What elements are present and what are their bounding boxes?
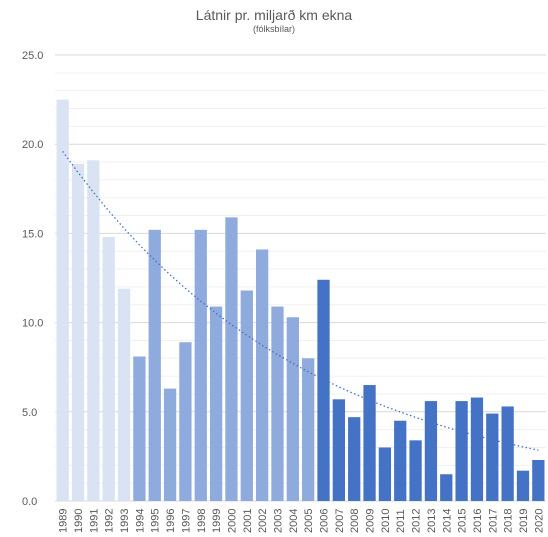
- bar-2006: [317, 279, 330, 501]
- bar-2004: [286, 317, 299, 501]
- bar-2018: [501, 406, 514, 501]
- x-tick-label: 2020: [533, 509, 545, 533]
- bar-1997: [179, 342, 192, 501]
- y-tick-label: 10.0: [22, 318, 43, 330]
- bar-2014: [440, 474, 453, 501]
- bar-1999: [209, 306, 223, 501]
- bar-2020: [532, 459, 545, 501]
- x-tick-label: 2010: [380, 509, 392, 533]
- x-tick-label: 2013: [426, 509, 438, 533]
- bar-2017: [486, 413, 499, 501]
- x-tick-label: 1996: [165, 509, 177, 533]
- bar-1996: [163, 388, 177, 501]
- x-tick-label: 2000: [226, 509, 238, 533]
- bar-2012: [409, 440, 422, 501]
- bar-1994: [133, 356, 146, 501]
- x-tick-label: 1993: [119, 509, 131, 533]
- x-tick-label: 2005: [303, 509, 315, 533]
- bar-2005: [302, 358, 315, 501]
- bar-1989: [56, 99, 69, 501]
- x-tick-label: 2006: [319, 509, 331, 533]
- bar-2008: [348, 417, 361, 501]
- x-tick-label: 1997: [180, 509, 192, 533]
- x-tick-label: 1999: [211, 509, 223, 533]
- x-tick-label: 2004: [288, 509, 300, 533]
- x-tick-label: 2017: [487, 509, 499, 533]
- x-tick-label: 2001: [242, 509, 254, 533]
- bar-2001: [240, 290, 253, 501]
- bar-2010: [378, 447, 392, 501]
- y-tick-label: 0.0: [22, 496, 37, 508]
- x-tick-label: 1992: [104, 509, 116, 533]
- chart-title: Látnir pr. miljarð km ekna: [195, 7, 353, 23]
- y-tick-label: 15.0: [22, 228, 43, 240]
- x-tick-label: 2009: [365, 509, 377, 533]
- y-tick-label: 20.0: [22, 139, 43, 151]
- trendline: [62, 150, 539, 451]
- bar-2009: [363, 385, 376, 501]
- x-tick-label: 1991: [88, 509, 100, 533]
- x-tick-label: 1994: [134, 509, 146, 533]
- trendline-path: [62, 150, 539, 451]
- x-tick-label: 2003: [272, 509, 284, 533]
- x-tick-label: 2002: [257, 509, 269, 533]
- bars: [56, 99, 545, 502]
- bar-2000: [225, 217, 238, 501]
- x-tick-label: 1998: [196, 509, 208, 533]
- bar-1993: [117, 288, 131, 501]
- y-axis: 0.0 5.0 10.0 15.0 20.0 25.0: [22, 50, 43, 508]
- bar-2015: [455, 401, 468, 501]
- x-tick-label: 2018: [503, 509, 515, 533]
- bar-1992: [102, 236, 115, 501]
- x-tick-label: 1995: [150, 509, 162, 533]
- chart-subtitle: (fólksbílar): [252, 24, 295, 34]
- x-tick-label: 2008: [349, 509, 361, 533]
- x-tick-label: 2007: [334, 509, 346, 533]
- bar-2007: [332, 399, 345, 501]
- x-tick-label: 2019: [518, 509, 530, 533]
- y-tick-label: 5.0: [22, 407, 37, 419]
- bar-2011: [394, 420, 407, 501]
- bar-1990: [71, 163, 85, 501]
- bar-2013: [424, 401, 438, 501]
- bar-2003: [271, 306, 284, 501]
- x-axis: 1989 1990 1991 1992 1993 1994 1995 1996 1997 1998…: [58, 509, 546, 533]
- bar-2002: [256, 249, 269, 501]
- x-tick-label: 2011: [395, 509, 407, 533]
- x-tick-label: 2015: [457, 509, 469, 533]
- bar-2019: [516, 470, 530, 501]
- bar-1995: [148, 229, 161, 501]
- bar-2016: [470, 397, 484, 501]
- x-tick-label: 2012: [411, 509, 423, 533]
- y-tick-label: 25.0: [22, 50, 43, 62]
- x-tick-label: 1990: [73, 509, 85, 533]
- x-tick-label: 2016: [472, 509, 484, 533]
- bar-1998: [194, 229, 207, 501]
- bar-1991: [87, 160, 100, 502]
- x-tick-label: 2014: [441, 509, 453, 533]
- x-tick-label: 1989: [58, 509, 70, 533]
